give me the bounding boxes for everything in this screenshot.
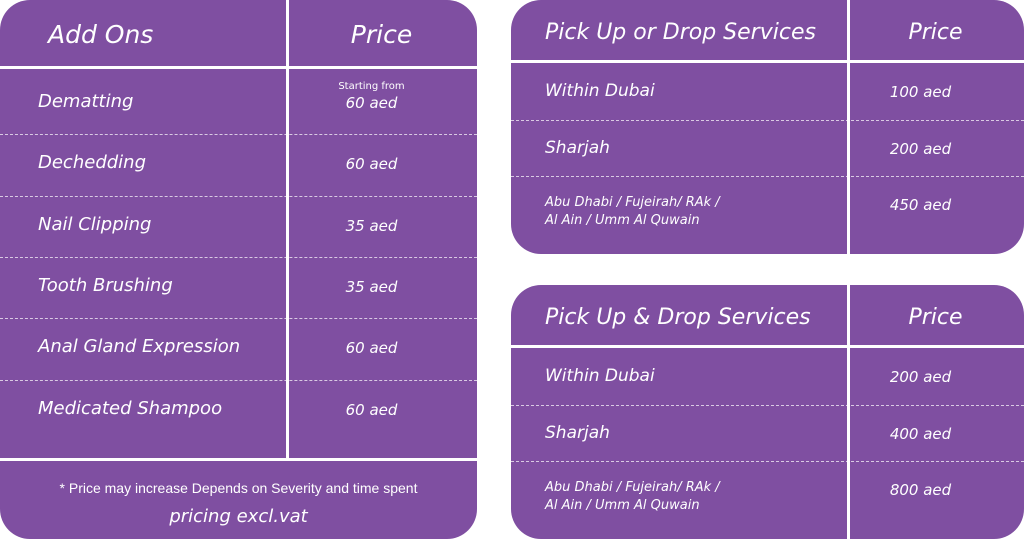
service-name: Medicated Shampoo [38,397,223,419]
header-divider [0,66,477,69]
row-separator [511,120,1024,121]
row-separator [511,405,1024,406]
service-price: 60 aed [345,94,398,112]
destination: Al Ain / Umm Al Quwain [545,498,700,513]
header-price: Price [908,305,963,330]
header-price: Price [350,20,413,49]
destination: Abu Dhabi / Fujeirah/ RAk / [545,195,720,210]
destination: Within Dubai [545,366,655,386]
row-separator [0,318,477,320]
header-name: Pick Up or Drop Services [545,20,816,45]
destination: Sharjah [545,423,610,443]
addons-card: Add Ons Price Dematting Starting from 60 aed… [0,0,477,539]
service-price: 800 aed [889,481,952,499]
header-name: Pick Up & Drop Services [545,305,811,330]
row-separator [0,134,477,136]
service-name: Anal Gland Expression [38,336,241,358]
service-price: 100 aed [889,83,952,101]
column-divider [286,0,289,458]
header-price: Price [908,20,963,45]
column-divider [847,285,850,539]
footnote: * Price may increase Depends on Severity… [59,480,418,496]
pickup-or-drop-card: Pick Up or Drop Services Price Within Duba… [511,0,1024,254]
footer: pricing excl.vat [169,506,308,527]
service-price: 60 aed [345,339,398,358]
header-divider [511,345,1024,348]
service-price: 200 aed [889,140,952,158]
row-separator [0,256,477,258]
service-price: 35 aed [345,277,398,296]
service-name: Dechedding [38,152,146,174]
service-name: Tooth Brushing [38,274,173,296]
footer-divider [0,458,477,461]
service-price: 60 aed [345,155,398,174]
service-name: Dematting [38,91,134,112]
service-name: Nail Clipping [38,213,152,235]
destination: Within Dubai [545,81,655,101]
destination: Al Ain / Umm Al Quwain [545,213,700,228]
service-price: 450 aed [889,196,952,214]
pickup-and-drop-card: Pick Up & Drop Services Price Within Dubai… [511,285,1024,539]
column-divider [847,0,850,254]
service-price: 200 aed [889,368,952,386]
row-separator [0,379,477,381]
header-divider [511,60,1024,63]
row-separator [511,461,1024,462]
price-note: Starting from [338,81,405,92]
service-price: 60 aed [345,400,398,419]
destination: Abu Dhabi / Fujeirah/ RAk / [545,480,720,495]
row-separator [511,176,1024,177]
service-price: 400 aed [889,425,952,443]
destination: Sharjah [545,138,610,158]
service-price: 35 aed [345,216,398,235]
row-separator [0,195,477,197]
header-name: Add Ons [48,20,154,49]
